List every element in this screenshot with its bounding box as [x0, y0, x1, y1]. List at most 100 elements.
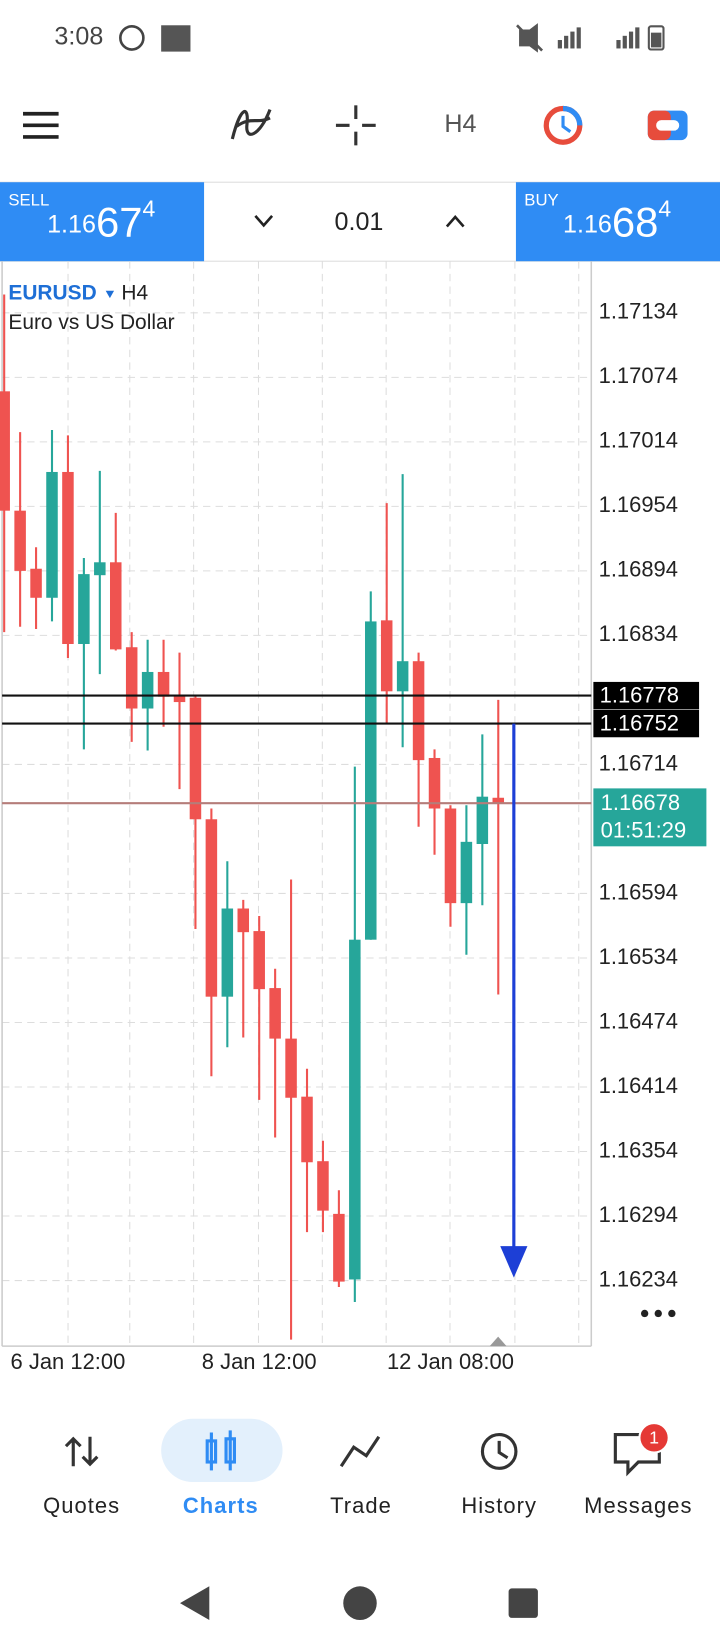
- candle-body: [221, 908, 234, 997]
- sell-price: 1.16674: [47, 196, 155, 246]
- badge-count: 1: [649, 1428, 659, 1448]
- y-tick-label: 1.16594: [599, 879, 678, 904]
- clock-ring-part: [562, 105, 583, 126]
- buy-label: BUY: [524, 191, 558, 210]
- nav-tab[interactable]: Charts: [183, 1493, 259, 1518]
- candle-body: [253, 931, 265, 990]
- y-tick-label: 1.16354: [599, 1137, 678, 1162]
- candle-body: [94, 562, 106, 576]
- y-tick-label: 1.16834: [599, 621, 678, 646]
- lot-size[interactable]: 0.01: [335, 208, 384, 236]
- more-dot[interactable]: [654, 1309, 662, 1318]
- candle-body: [396, 661, 409, 692]
- system-home[interactable]: [343, 1586, 377, 1620]
- clock-button[interactable]: [543, 105, 583, 145]
- y-tick-label: 1.16894: [599, 557, 678, 582]
- candle-body: [173, 694, 186, 703]
- level-label: 1.16778: [600, 682, 679, 707]
- signal-bar: [576, 27, 581, 49]
- candle-body: [412, 661, 425, 761]
- price-sup: 4: [658, 196, 671, 222]
- quotes-icon: [64, 1436, 99, 1467]
- candle-body: [444, 808, 457, 904]
- menu-button[interactable]: [23, 111, 59, 139]
- trade-toggle-button[interactable]: [647, 110, 688, 141]
- candle-body: [46, 471, 58, 598]
- candle-body: [333, 1213, 345, 1282]
- signal-bar: [635, 27, 640, 49]
- more-dot[interactable]: [668, 1309, 676, 1318]
- signal-bar: [616, 40, 621, 49]
- price-prefix: 1.16: [47, 210, 96, 238]
- nav-tab[interactable]: Trade: [330, 1493, 392, 1518]
- level-label: 1.16752: [600, 710, 679, 735]
- timeframe-button[interactable]: H4: [444, 110, 476, 138]
- nav-tab[interactable]: Quotes: [43, 1493, 120, 1518]
- y-tick-label: 1.17014: [599, 428, 678, 453]
- candle-body: [285, 1038, 297, 1098]
- candle-body: [317, 1161, 329, 1211]
- system-back[interactable]: [180, 1586, 210, 1620]
- sell-label: SELL: [8, 191, 49, 210]
- buy-price: 1.16684: [563, 196, 671, 246]
- signal-bar: [564, 35, 569, 49]
- price-big: 68: [612, 198, 659, 245]
- whatsapp-icon: [119, 25, 145, 51]
- charts-icon: [205, 1430, 236, 1471]
- signal-bar: [622, 35, 627, 49]
- candle-body: [157, 671, 170, 697]
- x-tick-label: 6 Jan 12:00: [11, 1349, 126, 1374]
- candle-body: [365, 621, 377, 940]
- y-tick-label: 1.16534: [599, 944, 678, 969]
- y-tick-label: 1.16474: [599, 1008, 678, 1033]
- buy-bg: [515, 182, 720, 262]
- toggle-knob: [656, 120, 680, 131]
- lot-decrease[interactable]: [254, 215, 274, 228]
- scroll-marker: [489, 1336, 507, 1347]
- arrow-down: [81, 1436, 99, 1467]
- candle-body: [62, 471, 74, 645]
- candle-body: [189, 697, 202, 820]
- candle-body: [492, 797, 505, 804]
- notification-icon: [161, 25, 191, 52]
- symbol-dropdown: [105, 290, 115, 299]
- sell-button[interactable]: SELL 1.16674: [0, 182, 205, 262]
- price-sup: 4: [143, 196, 156, 222]
- trade-icon: [339, 1435, 381, 1468]
- indicators-button[interactable]: [230, 108, 272, 140]
- crosshair-button[interactable]: [335, 105, 376, 146]
- candle-body: [380, 620, 393, 692]
- status-icons: [516, 23, 665, 53]
- candle-body: [109, 562, 122, 650]
- candle-body: [205, 819, 218, 997]
- nav-tab[interactable]: Messages: [584, 1493, 692, 1518]
- nav-tab[interactable]: History: [461, 1493, 537, 1518]
- symbol-description: Euro vs US Dollar: [8, 311, 174, 334]
- y-tick-label: 1.16954: [599, 492, 678, 517]
- x-tick-label: 8 Jan 12:00: [202, 1349, 317, 1374]
- y-tick-label: 1.16414: [599, 1073, 678, 1098]
- battery-level: [650, 32, 662, 48]
- candle-body: [14, 510, 26, 571]
- y-tick-label: 1.16294: [599, 1202, 678, 1227]
- battery: [647, 25, 665, 51]
- candle-body: [125, 647, 138, 709]
- buy-button[interactable]: BUY 1.16684: [515, 182, 720, 262]
- symbol[interactable]: EURUSD: [8, 281, 96, 304]
- candle-body: [0, 391, 10, 511]
- level-label-bg: [593, 709, 700, 738]
- y-tick-label: 1.16234: [599, 1266, 678, 1291]
- badge: [638, 1421, 670, 1454]
- x-tick-label: 12 Jan 08:00: [387, 1349, 514, 1374]
- price-prefix: 1.16: [563, 210, 612, 238]
- price-big: 67: [96, 198, 143, 245]
- more-dot[interactable]: [640, 1309, 649, 1318]
- candle-body: [428, 757, 441, 809]
- bottom-nav: Quotes Charts Trade History Messages: [43, 1493, 692, 1518]
- arrow-up: [64, 1436, 82, 1467]
- history-hands: [497, 1440, 509, 1460]
- system-recents[interactable]: [508, 1588, 538, 1618]
- lot-increase[interactable]: [445, 214, 465, 228]
